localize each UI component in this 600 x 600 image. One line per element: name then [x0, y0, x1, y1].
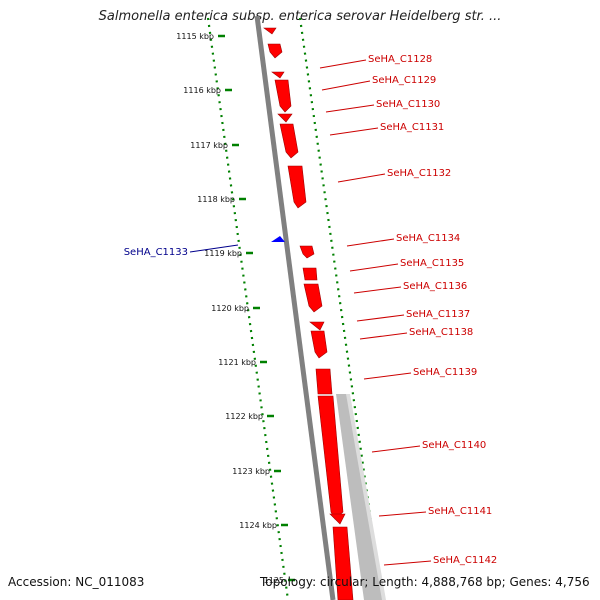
gene-leader-line	[363, 372, 412, 380]
gene-label: SeHA_C1129	[372, 75, 436, 86]
forward-gene-arrow	[271, 71, 285, 79]
gene-label: SeHA_C1128	[368, 54, 432, 65]
gene-label: SeHA_C1133	[124, 247, 188, 258]
ruler-tick-label: 1116 kbp	[183, 86, 221, 95]
gene-label: SeHA_C1140	[422, 440, 486, 451]
forward-gene-arrow	[299, 245, 315, 259]
gene-labels: SeHA_C1128 SeHA_C1129 SeHA_C1130 SeHA_C1131…	[124, 54, 498, 566]
ruler-tick-label: 1122 kbp	[225, 412, 263, 421]
gc-track-edge	[346, 394, 386, 600]
gene-leader-line	[378, 511, 427, 517]
forward-gene-arrow	[332, 526, 354, 600]
forward-gene-arrow	[309, 321, 325, 331]
gene-leader-line	[325, 104, 375, 113]
gc-track-band	[336, 394, 384, 600]
backbone-line	[254, 15, 336, 600]
ruler-tick-label: 1123 kbp	[232, 467, 270, 476]
forward-gene-arrow	[315, 368, 333, 395]
gene-label: SeHA_C1139	[413, 367, 477, 378]
map-title: Salmonella enterica subsp. enterica sero…	[98, 9, 502, 24]
gene-label: SeHA_C1142	[433, 555, 497, 566]
gene-label: SeHA_C1132	[387, 168, 451, 179]
ruler-tick-label: 1115 kbp	[176, 32, 214, 41]
forward-gene-arrow	[302, 267, 318, 281]
gene-label: SeHA_C1137	[406, 309, 470, 320]
topology-text: Topology: circular; Length: 4,888,768 bp…	[260, 575, 590, 589]
forward-gene-arrow	[277, 113, 293, 123]
gene-leader-line	[359, 332, 408, 340]
forward-gene-arrow	[267, 43, 283, 59]
gene-label: SeHA_C1136	[403, 281, 467, 292]
gene-label: SeHA_C1130	[376, 99, 440, 110]
ruler-ticks: 1115 kbp 1116 kbp 1117 kbp 1118 kbp 1119 kbp…	[176, 32, 295, 585]
gene-label: SeHA_C1135	[400, 258, 464, 269]
forward-gene-arrow	[303, 283, 323, 313]
accession-text: Accession: NC_011083	[8, 575, 145, 589]
gene-label: SeHA_C1141	[428, 506, 492, 517]
gc-track	[336, 394, 386, 600]
gene-leader-line	[329, 127, 379, 136]
forward-gene-arrow	[263, 27, 277, 35]
gene-leader-line	[337, 173, 386, 183]
forward-gene-arrow	[274, 79, 292, 113]
ruler-tick-label: 1119 kbp	[204, 249, 242, 258]
gene-leader-line	[349, 263, 399, 272]
ruler-tick-label: 1117 kbp	[190, 141, 228, 150]
gene-label: SeHA_C1138	[409, 327, 473, 338]
forward-gene-arrow	[279, 123, 299, 159]
forward-gene-arrow	[310, 330, 328, 359]
ruler-tick-label: 1121 kbp	[218, 358, 256, 367]
ruler-tick-label: 1125	[264, 576, 284, 585]
reverse-gene-arrow	[271, 236, 285, 242]
gene-leader-line	[346, 238, 395, 247]
ruler-tick-label: 1120 kbp	[211, 304, 249, 313]
forward-gene-arrow	[329, 513, 346, 525]
gene-leader-line	[319, 59, 367, 69]
gene-features	[263, 27, 354, 600]
gene-leader-line	[356, 314, 405, 322]
gene-label: SeHA_C1131	[380, 122, 444, 133]
ruler-tick-label: 1124 kbp	[239, 521, 277, 530]
gene-leader-line	[371, 445, 421, 453]
gene-leader-line	[189, 244, 239, 253]
gene-leader-line	[383, 560, 432, 566]
gene-leader-line	[321, 80, 371, 91]
ruler-tick-label: 1118 kbp	[197, 195, 235, 204]
gene-leader-line	[353, 286, 402, 294]
forward-gene-arrow	[287, 165, 307, 209]
gene-label: SeHA_C1134	[396, 233, 460, 244]
